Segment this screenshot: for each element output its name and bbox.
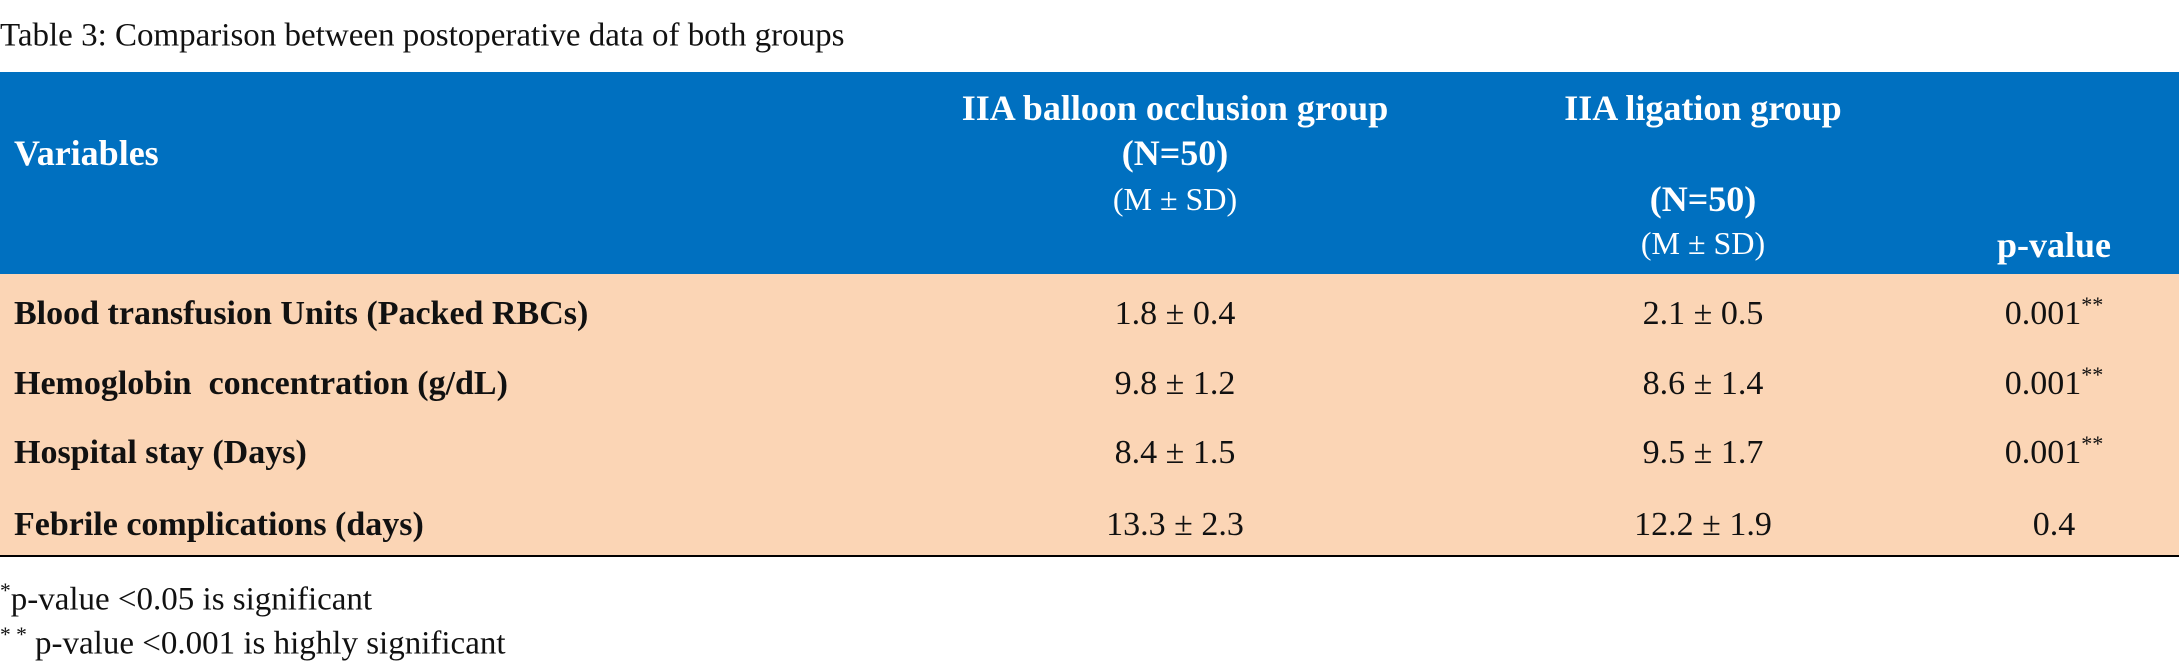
footnote-mark: * * — [0, 622, 27, 647]
footnote: * * p-value <0.001 is highly significant — [0, 624, 506, 662]
significance-mark: ** — [2081, 430, 2104, 456]
cell: 12.2 ± 1.9 — [1634, 506, 1772, 543]
bottom-rule — [0, 555, 2179, 557]
cell-value: 0.001 — [2004, 365, 2082, 402]
table-title: Table 3: Comparison between postoperativ… — [0, 17, 845, 54]
header-cell: Variables — [14, 133, 159, 173]
row-label: Blood transfusion Units (Packed RBCs) — [14, 295, 589, 332]
significance-mark: ** — [2081, 361, 2104, 387]
footnote: *p-value <0.05 is significant — [0, 580, 373, 618]
significance-mark: ** — [2081, 291, 2104, 317]
footnote-text: p-value <0.05 is significant — [10, 581, 373, 618]
cell: 8.4 ± 1.5 — [1114, 434, 1236, 471]
header-cell: IIA ligation group — [1564, 88, 1842, 128]
header-cell: IIA balloon occlusion group — [961, 88, 1389, 128]
cell: 9.5 ± 1.7 — [1642, 434, 1764, 471]
cell: 1.8 ± 0.4 — [1114, 295, 1236, 332]
row-label: Febrile complications (days) — [14, 506, 424, 543]
body-band — [0, 274, 2179, 556]
cell: 8.6 ± 1.4 — [1642, 365, 1764, 402]
cell-value: 0.001 — [2004, 295, 2082, 332]
header-cell: (N=50) — [1649, 179, 1757, 219]
cell: 13.3 ± 2.3 — [1106, 506, 1244, 543]
row-label: Hemoglobin concentration (g/dL) — [14, 365, 508, 402]
header-cell: (N=50) — [1121, 133, 1229, 173]
footnote-text: p-value <0.001 is highly significant — [26, 625, 506, 662]
cell-value: 0.001 — [2004, 434, 2082, 471]
header-sub: (M ± SD) — [1640, 225, 1766, 261]
header-cell: p-value — [1996, 225, 2112, 265]
cell: 0.4 — [2033, 508, 2076, 542]
header-sub: (M ± SD) — [1112, 181, 1238, 217]
cell-value: 0.4 — [2032, 506, 2076, 543]
cell: 2.1 ± 0.5 — [1642, 295, 1764, 332]
header-band — [0, 72, 2179, 274]
cell: 9.8 ± 1.2 — [1114, 365, 1236, 402]
cell: 0.001** — [2004, 432, 2104, 471]
row-label: Hospital stay (Days) — [14, 434, 307, 471]
cell: 0.001** — [2004, 363, 2104, 402]
cell: 0.001** — [2004, 293, 2104, 332]
footnote-mark: * — [0, 578, 11, 603]
